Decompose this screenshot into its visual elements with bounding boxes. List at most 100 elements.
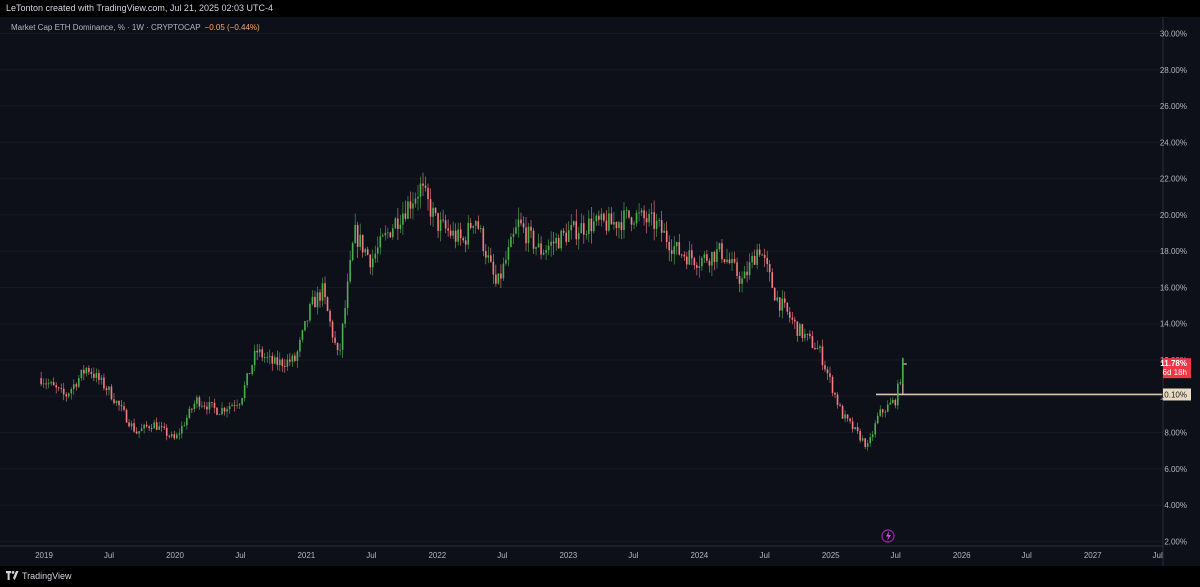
candle-body — [341, 323, 344, 350]
candle-body — [773, 287, 776, 301]
candle-body — [163, 426, 166, 428]
candle-body — [831, 376, 834, 393]
candle-body — [369, 254, 372, 268]
candle-body — [382, 235, 384, 237]
candle-body — [801, 324, 804, 338]
candle-body — [615, 222, 618, 229]
candle-body — [477, 221, 480, 229]
candle-body — [876, 415, 879, 424]
candle-body — [874, 423, 877, 435]
candle-body — [75, 384, 78, 387]
candle-body — [356, 224, 359, 247]
candle-body — [213, 402, 216, 408]
candle-body — [314, 296, 316, 308]
candle-body — [155, 422, 158, 430]
candle-body — [447, 228, 449, 231]
candle-body — [361, 234, 364, 253]
candle-body — [542, 252, 545, 255]
candle-body — [600, 213, 603, 220]
time-tick-label: 2025 — [822, 551, 840, 560]
candle-body — [746, 271, 748, 276]
candle-body — [482, 228, 485, 252]
price-tick-label: 20.00% — [1160, 211, 1187, 220]
price-tick-label: 6.00% — [1164, 465, 1187, 474]
candle-body — [618, 222, 620, 229]
candle-body — [291, 355, 294, 362]
candle-body — [241, 398, 243, 405]
candle-body — [758, 249, 761, 255]
candle-body — [821, 346, 824, 366]
candle-body — [67, 393, 70, 397]
time-tick-label: Jul — [891, 551, 901, 560]
candle-body — [153, 422, 155, 429]
candle-body — [738, 276, 741, 284]
candle-body — [243, 385, 246, 399]
price-axis[interactable]: 30.00% 28.00% 26.00% 24.00% 22.00% 20.00% 18.0… — [1160, 30, 1187, 547]
candle-body — [284, 365, 286, 367]
candle-body — [550, 241, 552, 246]
candle-body — [474, 221, 477, 226]
candle-body — [861, 438, 864, 441]
candle-body — [577, 233, 580, 240]
candle-body — [864, 438, 866, 447]
candle-body — [834, 392, 836, 395]
candle-body — [233, 405, 236, 406]
candle-body — [263, 357, 266, 359]
candle-body — [178, 433, 181, 435]
candle-body — [336, 342, 339, 351]
candle-body — [698, 266, 701, 268]
candle-body — [62, 388, 65, 395]
flash-icon[interactable] — [881, 529, 895, 543]
candle-body — [819, 346, 821, 348]
candle-body — [685, 256, 688, 265]
candle-body — [610, 213, 613, 225]
candle-body — [100, 377, 103, 380]
time-tick-label: 2024 — [690, 551, 708, 560]
candle-body — [248, 373, 251, 375]
candle-body — [824, 365, 826, 370]
price-tick-label: 2.00% — [1164, 537, 1187, 546]
candle-body — [138, 431, 140, 434]
candle-body — [191, 408, 193, 410]
candle-body — [613, 222, 615, 225]
candle-body — [648, 213, 650, 223]
candle-body — [133, 423, 135, 432]
time-tick-label: Jul — [497, 551, 507, 560]
candle-body — [120, 405, 123, 407]
candle-body — [289, 359, 291, 362]
candle-body — [349, 260, 351, 282]
time-tick-label: Jul — [1022, 551, 1032, 560]
time-axis[interactable]: 2019 Jul 2020 Jul 2021 Jul 2022 Jul 2023 Jul 2024 J… — [35, 551, 1163, 560]
candle-body — [776, 297, 779, 301]
candle-body — [203, 405, 206, 407]
candle-body — [816, 347, 819, 350]
candle-body — [517, 219, 520, 228]
bar-countdown-label: 6d 18h — [1163, 368, 1187, 377]
candle-body — [726, 259, 728, 262]
price-tick-label: 22.00% — [1160, 175, 1187, 184]
candle-body — [83, 369, 85, 374]
candle-body — [799, 324, 801, 336]
candle-body — [711, 251, 713, 266]
candle-body — [595, 215, 598, 222]
candle-body — [713, 251, 716, 262]
candle-body — [414, 198, 417, 204]
candle-body — [570, 225, 573, 231]
candle-body — [530, 226, 532, 231]
candle-body — [603, 213, 605, 221]
candle-body — [50, 382, 52, 384]
candle-body — [170, 434, 173, 437]
candle-body — [85, 368, 88, 374]
candle-body — [384, 232, 387, 236]
candle-body — [417, 196, 419, 199]
candle-body — [266, 356, 269, 358]
price-chart[interactable]: 30.00% 28.00% 26.00% 24.00% 22.00% 20.00% 18.0… — [0, 17, 1200, 566]
candle-body — [866, 443, 869, 447]
candle-body — [268, 355, 271, 357]
price-tick-label: 24.00% — [1160, 138, 1187, 147]
candle-body — [135, 431, 138, 434]
candle-body — [515, 227, 517, 234]
candle-body — [492, 261, 495, 275]
candle-body — [768, 264, 771, 273]
candle-body — [256, 350, 258, 353]
